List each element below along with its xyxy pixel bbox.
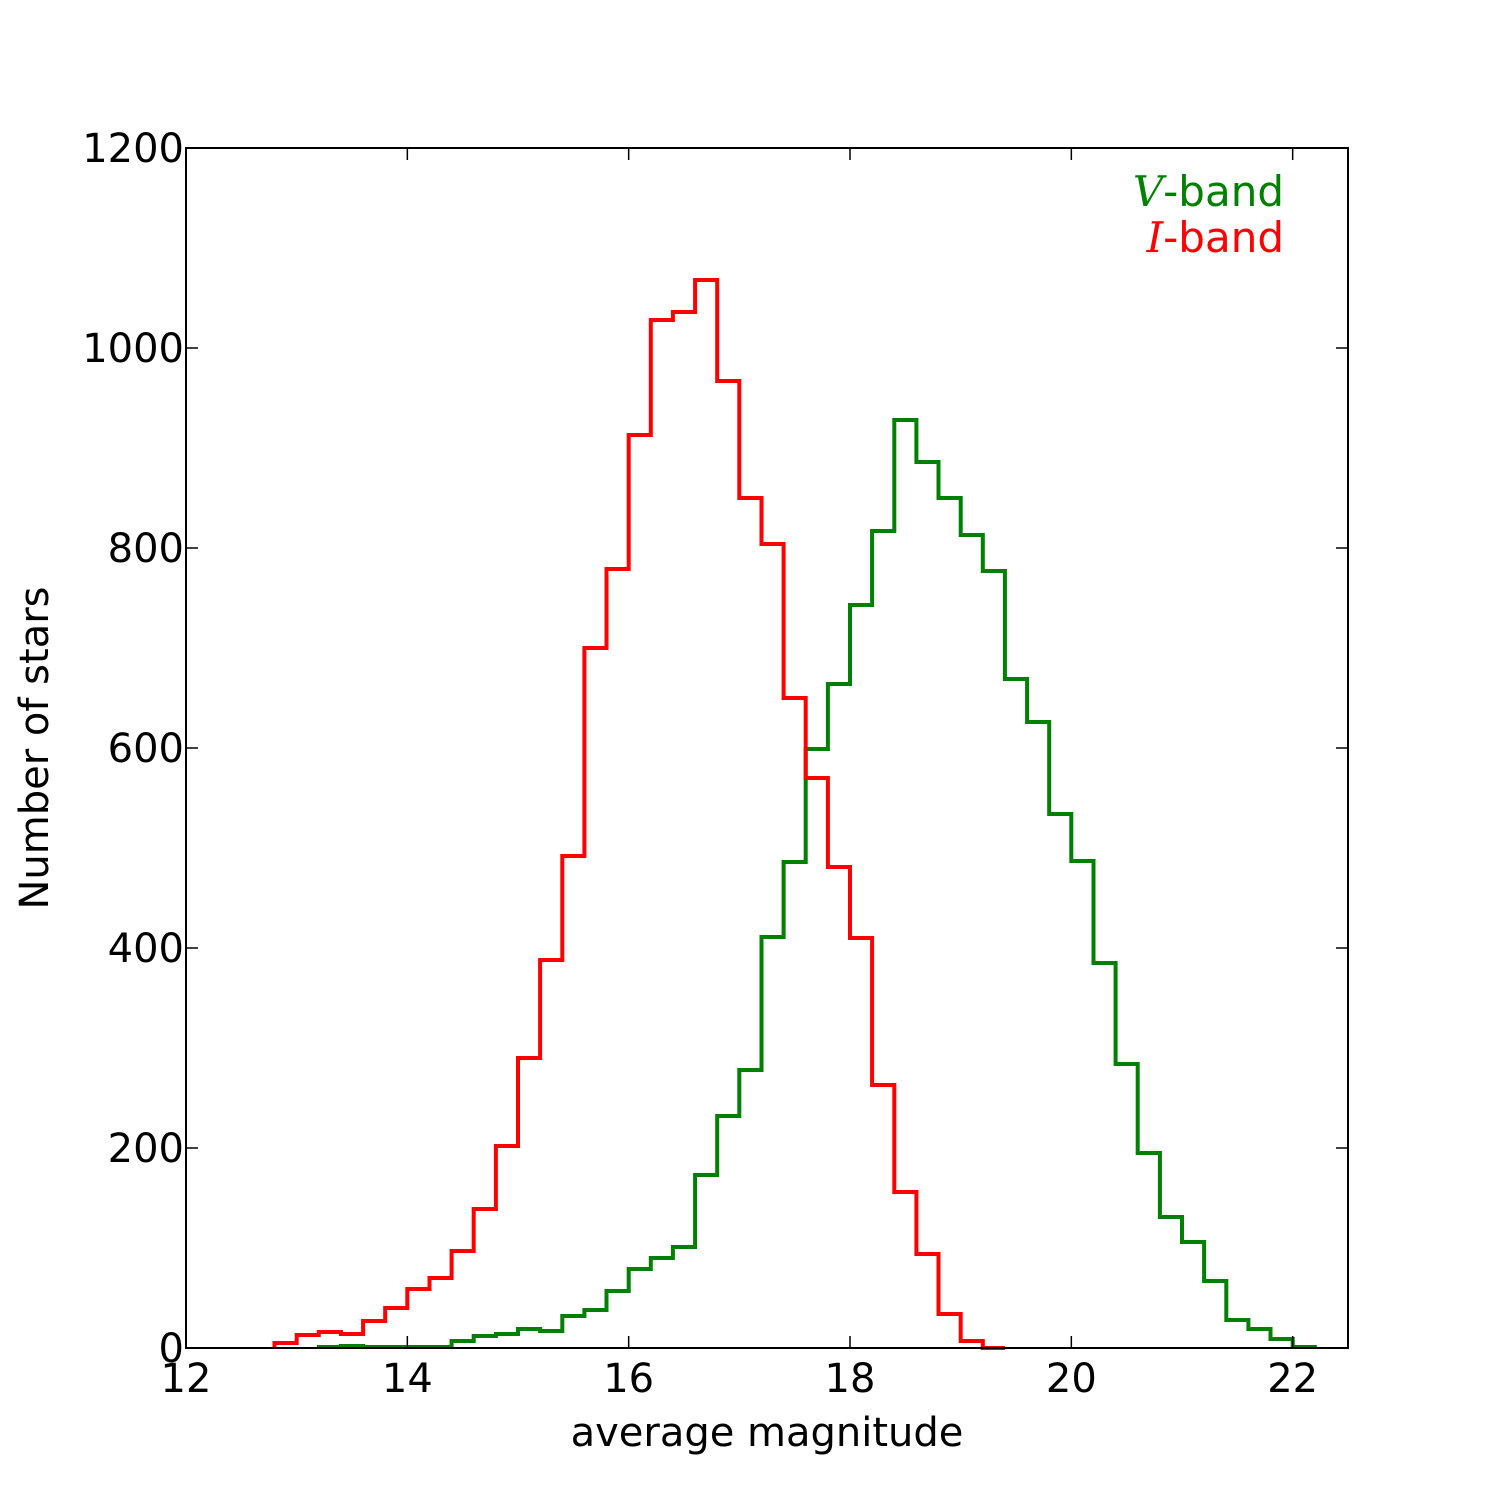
- y-tick-label: 1000: [82, 326, 184, 372]
- y-tick-label: 0: [159, 1326, 184, 1372]
- series-v-band-step-line: [316, 418, 1317, 1349]
- y-tick-label: 800: [108, 526, 184, 572]
- x-tick-label: 18: [825, 1356, 876, 1402]
- x-axis-label: average magnitude: [571, 1410, 964, 1456]
- legend-entry-i-band: I-band: [1146, 213, 1284, 262]
- x-tick-label: 12: [161, 1356, 212, 1402]
- x-tick-label: 22: [1267, 1356, 1318, 1402]
- x-tick-label: 14: [382, 1356, 433, 1402]
- y-tick-label: 1200: [82, 126, 184, 172]
- series-i-band-step-line: [272, 278, 1005, 1350]
- legend-entry-v-band: V-band: [1133, 167, 1284, 216]
- x-tick-label: 16: [603, 1356, 654, 1402]
- y-tick-label: 400: [108, 926, 184, 972]
- y-tick-label: 200: [108, 1126, 184, 1172]
- x-tick-label: 20: [1046, 1356, 1097, 1402]
- y-axis-label: Number of stars: [12, 587, 58, 910]
- y-tick-label: 600: [108, 726, 184, 772]
- plot-frame: [185, 147, 1349, 1349]
